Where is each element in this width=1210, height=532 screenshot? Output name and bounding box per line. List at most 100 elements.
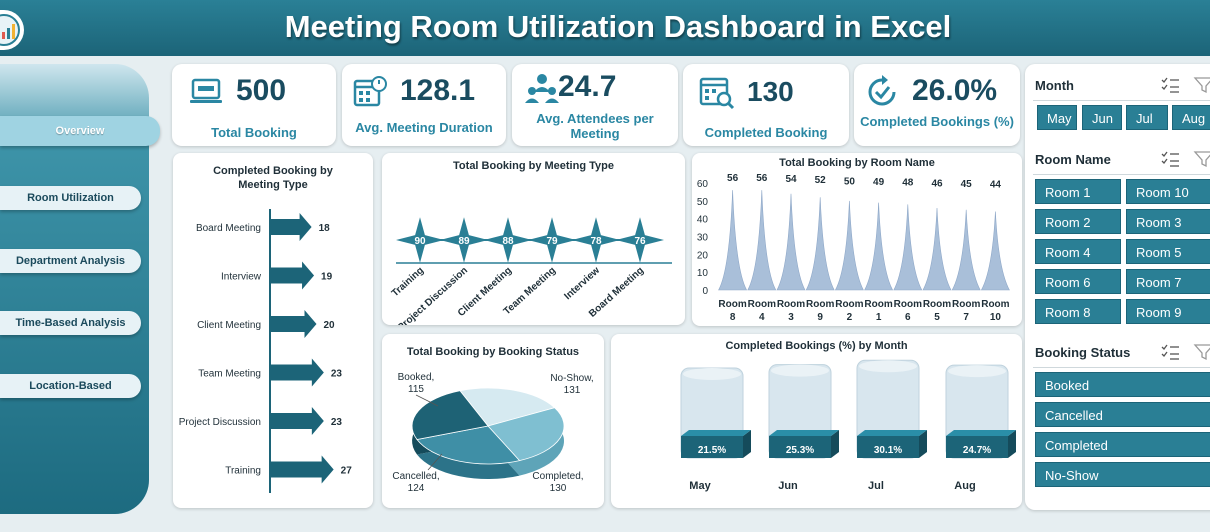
nav-time-based-analysis-button[interactable]: Time-Based Analysis (0, 311, 141, 335)
slicer-panel: Month May Jun Jul Aug Room Name Room 1 R… (1025, 64, 1210, 510)
slicer-status-icons (1161, 344, 1210, 361)
slicer-divider (1033, 100, 1210, 101)
data-label: 45 (961, 179, 973, 190)
slice-label: Booked, (398, 372, 435, 383)
data-label: 52 (815, 175, 827, 186)
kpi-label: Completed Booking (704, 125, 828, 140)
slicer-room-1[interactable]: Room 1 (1035, 179, 1121, 204)
area-spike (834, 200, 864, 291)
slicer-month-jun[interactable]: Jun (1082, 105, 1122, 130)
slice-label: Completed, (532, 471, 583, 482)
refresh-check-icon (868, 75, 896, 106)
slicer-room-title: Room Name (1035, 152, 1111, 167)
category-label-number: 7 (963, 312, 969, 323)
page-title: Meeting Room Utilization Dashboard in Ex… (284, 9, 952, 44)
area-spike (776, 193, 806, 291)
bar (270, 261, 315, 290)
kpi-value: 500 (236, 74, 287, 107)
data-label: 21.5% (698, 445, 726, 456)
nav-department-analysis-button[interactable]: Department Analysis (0, 249, 141, 273)
slicer-month-aug[interactable]: Aug (1172, 105, 1210, 130)
slicer-divider (1033, 367, 1210, 368)
pie-slice (416, 425, 521, 465)
calendar-clock-icon (353, 76, 387, 107)
category-label: Client Meeting (197, 320, 261, 331)
data-label: 56 (727, 173, 739, 184)
multi-select-icon[interactable] (1161, 151, 1179, 167)
data-label: 89 (458, 236, 470, 247)
data-label: 49 (873, 177, 885, 188)
bar-fill (946, 436, 1008, 458)
category-label-word: Room (748, 299, 776, 310)
slicer-month-may[interactable]: May (1037, 105, 1077, 130)
chart-total-by-type-card: Total Booking by Meeting Type 90 Training… (382, 153, 685, 325)
bar-fill-top (946, 430, 1016, 436)
bar-fill-side (919, 430, 927, 458)
category-label: Jul (868, 480, 884, 492)
slicer-room-2[interactable]: Room 2 (1035, 209, 1121, 234)
data-point (484, 217, 532, 263)
y-tick-label: 40 (697, 215, 709, 226)
area-spike (980, 211, 1010, 291)
clear-filter-icon[interactable] (1193, 344, 1210, 361)
multi-select-icon[interactable] (1161, 77, 1179, 93)
slicer-status-completed[interactable]: Completed (1035, 432, 1210, 457)
calendar-search-icon (699, 77, 735, 110)
chart-by-status: Booked,115 No-Show,131 Completed,130 Cancel… (392, 372, 593, 494)
chart-by-month-card: Completed Bookings (%) by Month 21.5% May… (611, 334, 1022, 508)
pie-slice (487, 407, 565, 462)
category-label: Aug (954, 480, 975, 492)
slicer-room-6[interactable]: Room 6 (1035, 269, 1121, 294)
slicer-status-booked[interactable]: Booked (1035, 372, 1210, 397)
kpi-value: 128.1 (400, 74, 476, 107)
slicer-month-jul[interactable]: Jul (1126, 105, 1168, 130)
slicer-status-cancelled[interactable]: Cancelled (1035, 402, 1210, 427)
logo-graphic (0, 14, 20, 46)
slicer-room-8[interactable]: Room 8 (1035, 299, 1121, 324)
slice-value: 130 (550, 483, 567, 494)
area-spike (893, 204, 923, 291)
slicer-room-7[interactable]: Room 7 (1126, 269, 1210, 294)
y-tick-label: 0 (702, 286, 708, 297)
clear-filter-icon[interactable] (1193, 151, 1210, 168)
chart-title: Total Booking by Booking Status (406, 346, 580, 358)
leader-line (415, 394, 439, 407)
slicer-room-9[interactable]: Room 9 (1126, 299, 1210, 324)
multi-select-icon[interactable] (1161, 344, 1179, 360)
category-label: Jun (778, 480, 798, 492)
slicer-room-4[interactable]: Room 4 (1035, 239, 1121, 264)
kpi-label: Avg. Attendees per Meeting (536, 111, 654, 141)
nav-overview-button[interactable]: Overview (0, 116, 160, 146)
chart-by-status-card: Total Booking by Booking Status Booked, 1… (382, 334, 604, 508)
data-label: 23 (331, 369, 343, 380)
data-point (440, 217, 488, 263)
category-label: Training (390, 265, 426, 299)
bar (270, 407, 324, 435)
y-tick-label: 60 (697, 179, 709, 190)
slice-value: 131 (564, 385, 581, 396)
clear-filter-icon[interactable] (1193, 77, 1210, 94)
bar-fill-side (831, 430, 839, 458)
slicer-room-5[interactable]: Room 5 (1126, 239, 1210, 264)
chart-completed-by-type: Board Meeting 18 Interview 19 Client Meeting… (179, 209, 352, 493)
leader-line (427, 453, 443, 471)
slicer-status-title: Booking Status (1035, 345, 1131, 360)
chart-title: Completed Bookings (%) by Month (725, 340, 908, 352)
slicer-room-3[interactable]: Room 3 (1126, 209, 1210, 234)
data-label: 19 (321, 272, 333, 283)
y-tick-label: 50 (697, 197, 709, 208)
slicer-room-10[interactable]: Room 10 (1126, 179, 1210, 204)
category-label-number: 5 (934, 312, 940, 323)
data-label: 30.1% (874, 445, 902, 456)
nav-room-utilization-button[interactable]: Room Utilization (0, 186, 141, 210)
kpi-completed-booking: 130 Completed Booking (683, 64, 849, 146)
nav-location-based-button[interactable]: Location-Based (0, 374, 141, 398)
data-label: 44 (990, 180, 1002, 191)
data-point (396, 217, 444, 263)
category-label: Project Discussion (179, 417, 261, 428)
slicer-status-no-show[interactable]: No-Show (1035, 462, 1210, 487)
category-label-word: Room (894, 299, 922, 310)
kpi-label: Completed Bookings (%) (860, 114, 1014, 129)
data-label: 90 (414, 236, 426, 247)
category-label-word: Room (952, 299, 980, 310)
